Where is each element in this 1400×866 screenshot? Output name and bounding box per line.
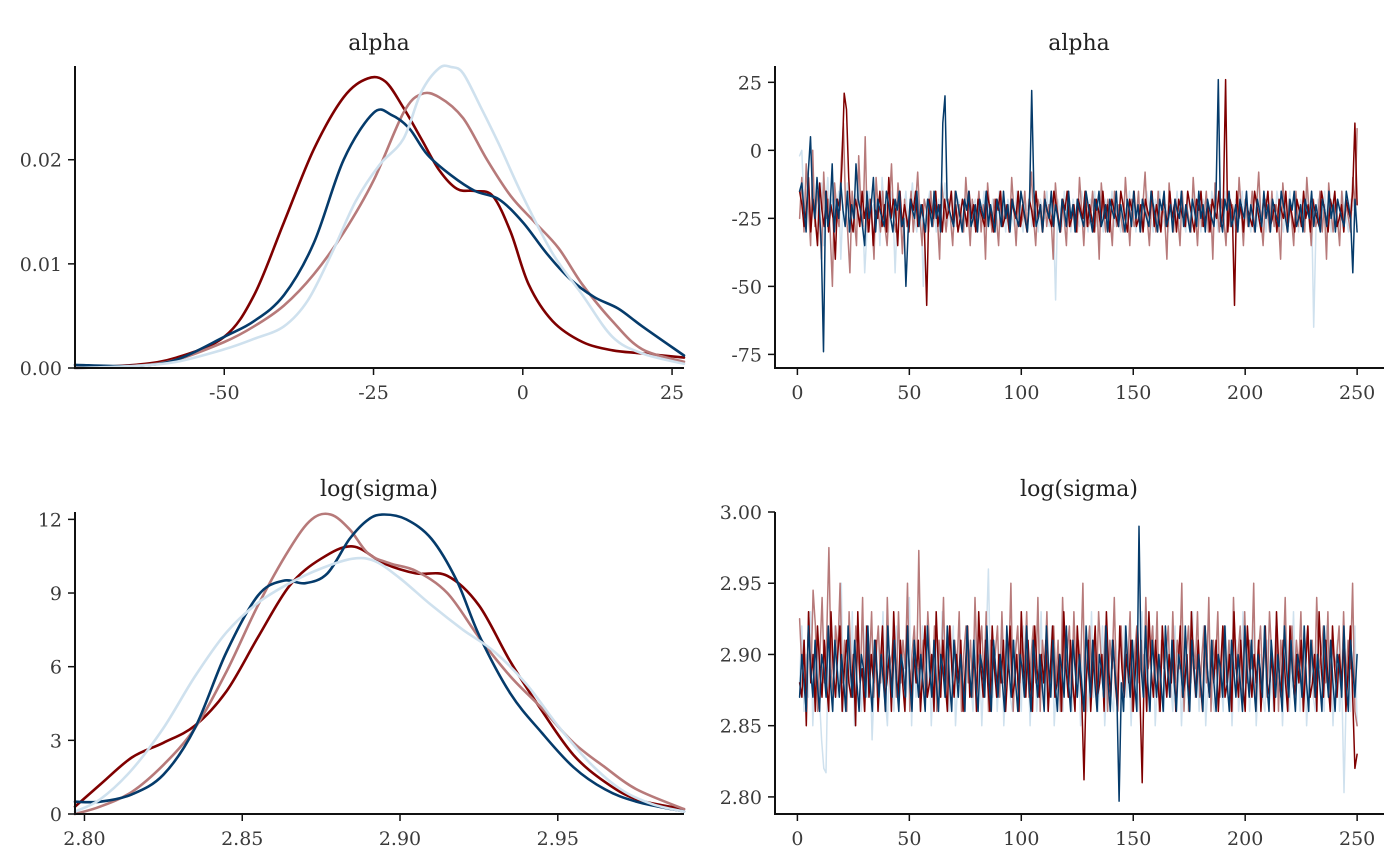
panel-title: log(sigma) <box>1020 477 1138 502</box>
series-line-chain-1 <box>798 149 1358 328</box>
panel-log-sigma-trace: log(sigma) 0 50 100 150 200 250 2.80 2.85 2.90 2.… <box>720 477 1384 850</box>
x-tick-label: 2.90 <box>379 828 421 850</box>
y-tick-label: -25 <box>731 208 762 230</box>
y-tick-label: 2.95 <box>720 573 762 595</box>
x-tick-label: 250 <box>1339 828 1375 850</box>
x-tick-label: 200 <box>1227 382 1263 404</box>
x-tick-label: 150 <box>1115 382 1151 404</box>
x-tick-label: 2.95 <box>537 828 579 850</box>
x-tick-label: 2.80 <box>63 828 105 850</box>
y-tick-label: 9 <box>50 583 62 605</box>
x-tick-label: 0 <box>517 382 529 404</box>
series-line-chain-4 <box>798 78 1358 353</box>
y-tick-label: 0.01 <box>20 254 62 276</box>
x-tick-label: 25 <box>660 382 684 404</box>
x-tick-label: 100 <box>1003 382 1039 404</box>
series-line-chain-2 <box>73 512 686 816</box>
x-tick-label: -50 <box>209 382 240 404</box>
series-line-chain-3 <box>73 108 686 368</box>
series-line-chain-1 <box>73 75 686 370</box>
y-tick-label: 3 <box>50 730 62 752</box>
x-tick-label: 0 <box>791 382 803 404</box>
y-tick-label: 25 <box>738 72 762 94</box>
y-tick-label: 12 <box>38 509 62 531</box>
y-tick-label: -50 <box>731 276 762 298</box>
x-tick-label: 2.85 <box>221 828 263 850</box>
y-tick-label: 2.85 <box>720 716 762 738</box>
series-line-chain-3 <box>798 610 1358 784</box>
y-tick-label: 0 <box>50 804 62 826</box>
panel-title: log(sigma) <box>320 477 438 502</box>
x-tick-label: 50 <box>897 828 921 850</box>
x-tick-label: -25 <box>358 382 389 404</box>
panel-log-sigma-density: log(sigma) 2.80 2.85 2.90 2.95 0 3 6 9 12 <box>38 477 686 850</box>
x-tick-label: 50 <box>897 382 921 404</box>
y-tick-label: 0.00 <box>20 358 62 380</box>
x-tick-label: 250 <box>1339 382 1375 404</box>
y-tick-label: 2.80 <box>720 787 762 809</box>
y-tick-label: 2.90 <box>720 644 762 666</box>
y-tick-label: 6 <box>50 657 62 679</box>
x-tick-label: 0 <box>791 828 803 850</box>
series-line-chain-2 <box>73 91 686 370</box>
panel-title: alpha <box>348 31 410 56</box>
series-line-chain-4 <box>73 556 686 813</box>
y-tick-label: 0 <box>750 140 762 162</box>
series-line-chain-3 <box>73 513 686 813</box>
y-tick-label: 0.02 <box>20 150 62 172</box>
series-line-chain-4 <box>73 64 686 370</box>
panel-title: alpha <box>1048 31 1110 56</box>
x-tick-label: 200 <box>1227 828 1263 850</box>
y-tick-label: -75 <box>731 344 762 366</box>
panel-alpha-trace: alpha 0 50 100 150 200 250 -75 -50 -25 0 25 <box>731 31 1384 404</box>
x-tick-label: 100 <box>1003 828 1039 850</box>
series-line-chain-4 <box>798 525 1358 802</box>
panel-alpha-density: alpha -50 -25 0 25 0.00 0.01 0.02 <box>20 31 686 404</box>
x-tick-label: 150 <box>1115 828 1151 850</box>
y-tick-label: 3.00 <box>720 502 762 524</box>
